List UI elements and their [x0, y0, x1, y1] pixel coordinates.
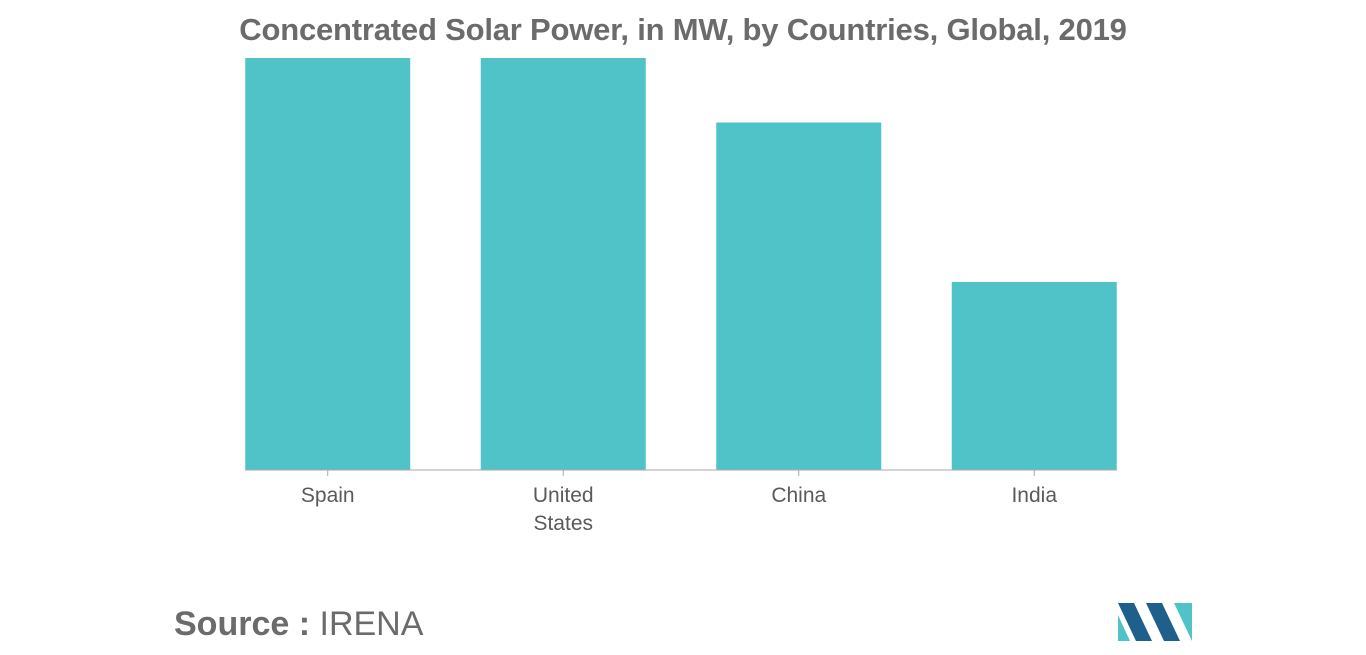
x-tick-label-3: India — [1011, 484, 1057, 507]
logo-shape-left — [1118, 603, 1152, 641]
bar-2 — [716, 122, 882, 471]
x-tick-labels: Spain United States China India — [301, 484, 1057, 535]
x-tick-label-2: China — [771, 484, 826, 507]
bars-group — [245, 58, 1117, 471]
logo-shape-left-bar — [1118, 615, 1130, 641]
x-axis — [245, 469, 1117, 476]
x-tick-label-1: United States — [533, 484, 594, 535]
bar-1 — [480, 58, 646, 470]
mordor-intelligence-logo — [1118, 603, 1192, 641]
chart-title: Concentrated Solar Power, in MW, by Coun… — [239, 12, 1127, 47]
logo-shape-right — [1174, 603, 1192, 641]
bar-0 — [245, 58, 411, 470]
bar-chart: Spain United States China India — [245, 58, 1117, 535]
source-value: IRENA — [319, 605, 424, 643]
source-label: Source : — [174, 605, 311, 643]
logo-shape-mid — [1146, 603, 1180, 641]
bar-3 — [951, 281, 1117, 470]
x-tick-label-0: Spain — [301, 484, 355, 507]
source-note: Source : IRENA — [174, 605, 423, 644]
